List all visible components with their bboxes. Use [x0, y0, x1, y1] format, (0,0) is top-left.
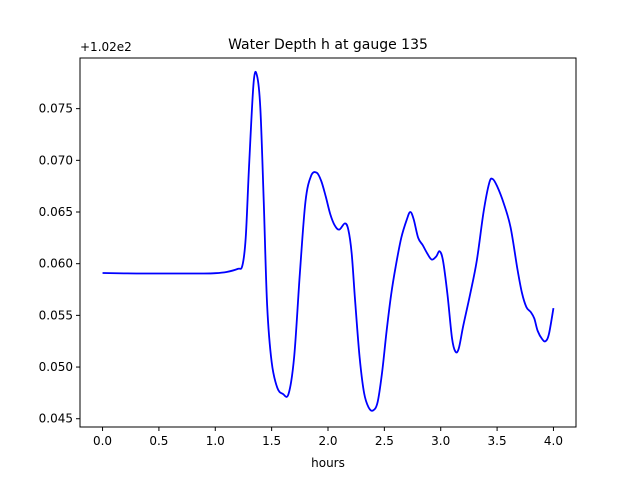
x-axis: 0.0 0.5 1.0 1.5 2.0 2.5 3.0 3.5 4.0: [93, 427, 563, 448]
y-tick-label: 0.075: [39, 102, 73, 116]
x-tick-label: 0.0: [93, 434, 112, 448]
x-tick-label: 1.5: [262, 434, 281, 448]
y-axis: 0.045 0.050 0.055 0.060 0.065 0.070 0.075: [39, 102, 80, 426]
x-axis-label: hours: [311, 456, 345, 470]
y-tick-label: 0.060: [39, 257, 73, 271]
x-tick-label: 3.5: [488, 434, 507, 448]
y-tick-label: 0.070: [39, 153, 73, 167]
x-tick-label: 3.0: [431, 434, 450, 448]
y-tick-label: 0.045: [39, 412, 73, 426]
chart-title: Water Depth h at gauge 135: [228, 37, 428, 53]
x-tick-label: 4.0: [544, 434, 563, 448]
x-tick-label: 1.0: [206, 434, 225, 448]
x-tick-label: 0.5: [149, 434, 168, 448]
y-axis-offset-label: +1.02e2: [80, 40, 132, 54]
y-tick-label: 0.065: [39, 205, 73, 219]
y-tick-label: 0.055: [39, 308, 73, 322]
series-layer: [102, 71, 555, 412]
x-tick-label: 2.5: [375, 434, 394, 448]
y-tick-label: 0.050: [39, 360, 73, 374]
series-line: [102, 71, 555, 412]
x-tick-label: 2.0: [318, 434, 337, 448]
